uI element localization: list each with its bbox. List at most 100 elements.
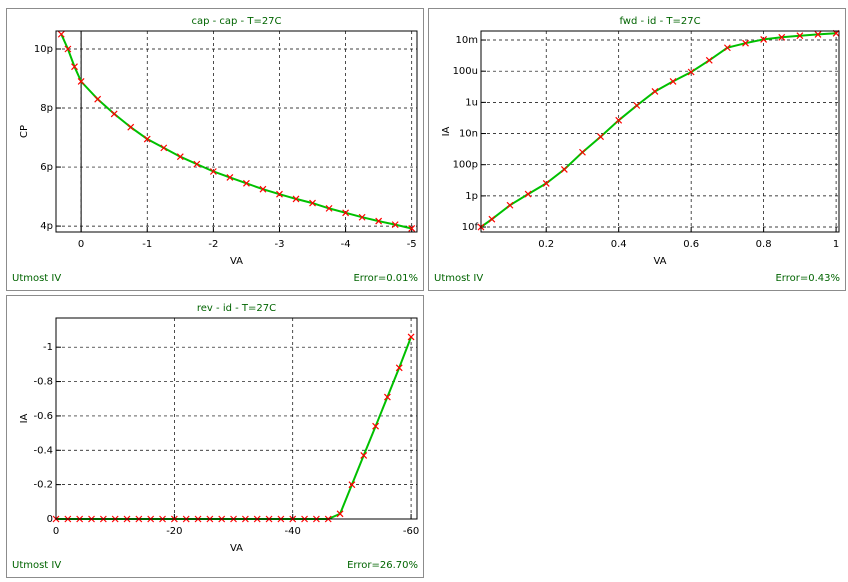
data-point: [226, 173, 234, 181]
y-tick-label: 100p: [453, 160, 478, 171]
y-axis-label: IA: [441, 126, 452, 136]
y-tick-label: 1u: [465, 97, 478, 108]
y-axis-label: IA: [19, 413, 30, 423]
data-point: [778, 33, 786, 41]
data-point: [110, 110, 118, 118]
data-point: [705, 56, 713, 64]
error-label: Error=0.01%: [353, 273, 418, 284]
y-tick-label: 6p: [40, 162, 53, 173]
data-point: [71, 63, 78, 71]
data-point: [723, 44, 731, 52]
data-point: [375, 217, 383, 225]
data-point: [391, 221, 399, 229]
x-tick-label: 0.6: [683, 239, 699, 250]
y-tick-label: 100u: [453, 66, 478, 77]
x-tick-label: 1: [833, 239, 839, 250]
plot-frame: [480, 30, 840, 233]
data-point: [342, 209, 350, 217]
x-tick-label: -20: [166, 526, 182, 537]
data-point: [127, 123, 135, 131]
data-point: [193, 160, 201, 168]
data-point: [395, 364, 403, 372]
data-point: [372, 422, 379, 430]
data-point: [597, 133, 604, 141]
data-point: [348, 481, 356, 489]
y-tick-label: -0.2: [33, 480, 53, 491]
x-axis-label: VA: [653, 256, 666, 267]
y-tick-label: 8p: [40, 103, 53, 114]
chart-panel: cap - cap - T=27C VA CP Utmost IV Error=0.01…: [6, 8, 424, 291]
data-point: [760, 35, 768, 43]
data-point: [615, 116, 623, 124]
panel-border: [6, 8, 424, 291]
y-tick-label: 10p: [34, 44, 53, 55]
plot-frame: [55, 317, 418, 520]
data-point: [669, 78, 677, 85]
data-point: [143, 135, 151, 143]
source-label: Utmost IV: [434, 273, 483, 284]
data-point: [358, 213, 366, 221]
y-tick-label: -0.6: [33, 411, 53, 422]
data-point: [651, 88, 659, 95]
data-point: [796, 32, 804, 40]
y-tick-label: -0.4: [33, 445, 53, 456]
data-point: [336, 510, 344, 518]
y-tick-label: -0.8: [33, 377, 53, 388]
y-tick-label: 0: [47, 514, 53, 525]
panel-border: [428, 8, 846, 291]
x-tick-label: -40: [285, 526, 301, 537]
data-point: [742, 39, 749, 47]
x-tick-label: 0: [78, 239, 84, 250]
data-point: [407, 333, 415, 341]
chart-title: rev - id - T=27C: [197, 303, 276, 314]
x-tick-label: 0: [53, 526, 59, 537]
x-tick-label: 0.2: [538, 239, 554, 250]
x-tick-label: -2: [208, 239, 218, 250]
x-tick-label: -3: [274, 239, 284, 250]
data-point: [542, 179, 550, 187]
x-axis-label: VA: [230, 256, 243, 267]
error-label: Error=0.43%: [775, 273, 840, 284]
chart-title: fwd - id - T=27C: [619, 16, 700, 27]
data-point: [57, 30, 65, 38]
data-point: [633, 102, 641, 109]
x-tick-label: -1: [142, 239, 152, 250]
x-tick-label: -4: [341, 239, 351, 250]
data-point: [160, 144, 168, 152]
x-tick-label: -5: [407, 239, 417, 250]
chart-title: cap - cap - T=27C: [191, 16, 281, 27]
chart-panel: rev - id - T=27C VA IA Utmost IV Error=26.70…: [6, 295, 424, 578]
y-tick-label: 10m: [456, 35, 478, 46]
x-tick-label: 0.8: [756, 239, 772, 250]
data-point: [259, 185, 267, 193]
y-tick-label: 10n: [459, 129, 478, 140]
source-label: Utmost IV: [12, 560, 61, 571]
data-point: [560, 165, 568, 173]
data-point: [309, 199, 316, 207]
data-point: [579, 148, 586, 156]
data-point: [94, 95, 102, 103]
data-point: [209, 168, 217, 175]
data-point: [325, 204, 333, 212]
data-point: [276, 190, 283, 198]
x-tick-label: -60: [403, 526, 419, 537]
data-point: [292, 195, 300, 203]
data-point: [176, 153, 184, 161]
data-point: [524, 190, 532, 198]
panel-border: [6, 295, 424, 578]
data-point: [242, 179, 250, 187]
x-tick-label: 0.4: [611, 239, 627, 250]
data-point: [408, 225, 416, 232]
data-point: [506, 201, 514, 209]
data-point: [814, 30, 822, 38]
data-point: [687, 68, 695, 76]
y-axis-label: CP: [19, 125, 30, 138]
data-point: [383, 393, 391, 401]
y-tick-label: 4p: [40, 221, 53, 232]
x-axis-label: VA: [230, 543, 243, 554]
y-tick-label: 10f: [462, 222, 479, 233]
error-label: Error=26.70%: [347, 560, 418, 571]
data-point: [488, 215, 496, 223]
plot-frame: [55, 30, 418, 233]
